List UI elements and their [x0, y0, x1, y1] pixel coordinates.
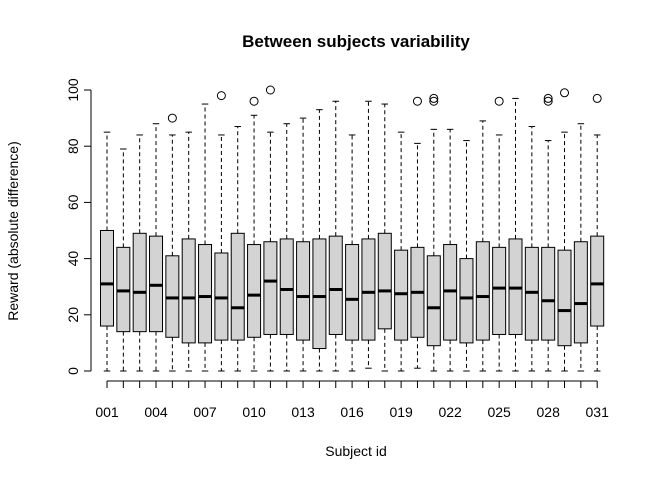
- box-subject-013: [296, 117, 311, 372]
- box-subject-014: [312, 109, 327, 372]
- outlier-point: [429, 93, 439, 103]
- x-tick-label: 013: [291, 404, 315, 420]
- outlier-point: [265, 85, 275, 95]
- box-subject-026: [508, 97, 523, 372]
- box-subject-002: [116, 148, 131, 372]
- x-tick-label: 025: [487, 404, 511, 420]
- box-subject-029: [557, 88, 572, 372]
- y-tick-label: 20: [65, 307, 81, 323]
- outlier-point: [592, 93, 602, 103]
- box-iqr: [573, 241, 588, 344]
- outlier-point: [543, 96, 553, 106]
- box-iqr: [198, 244, 213, 344]
- y-tick-label: 0: [65, 367, 81, 375]
- box-subject-018: [377, 103, 392, 372]
- box-series: [100, 85, 605, 372]
- box-iqr: [541, 246, 556, 341]
- x-tick-label: 022: [438, 404, 462, 420]
- box-iqr: [279, 238, 294, 335]
- y-tick-label: 100: [65, 78, 81, 102]
- outlier-point: [412, 96, 422, 106]
- box-subject-009: [230, 126, 245, 372]
- box-iqr: [100, 230, 114, 327]
- x-tick-label: 028: [537, 404, 561, 420]
- box-iqr: [377, 232, 392, 330]
- box-iqr: [328, 235, 343, 335]
- y-tick-label: 40: [65, 251, 81, 267]
- box-subject-024: [475, 120, 490, 372]
- outlier-point: [494, 96, 504, 106]
- box-subject-030: [573, 123, 588, 372]
- box-subject-008: [214, 91, 229, 372]
- x-axis: 001 004 007 010 013 016 019 022 025 028 031: [95, 380, 610, 420]
- box-iqr: [492, 246, 507, 335]
- box-subject-031: [590, 93, 605, 372]
- x-tick-label: 019: [389, 404, 413, 420]
- box-iqr: [296, 241, 311, 341]
- outlier-point: [216, 91, 226, 101]
- box-subject-017: [361, 100, 376, 369]
- box-iqr: [557, 249, 572, 347]
- outlier-point: [429, 96, 439, 106]
- box-subject-010: [247, 96, 262, 372]
- y-axis-label: Reward (absolute difference): [5, 141, 21, 321]
- box-subject-007: [198, 103, 213, 372]
- box-subject-028: [541, 93, 556, 372]
- box-iqr: [247, 244, 262, 338]
- box-subject-001: [100, 131, 114, 372]
- x-tick-label: 001: [95, 404, 119, 420]
- box-subject-006: [181, 131, 196, 372]
- x-tick-label: 007: [193, 404, 217, 420]
- box-subject-021: [426, 93, 441, 372]
- box-subject-005: [165, 113, 180, 372]
- box-iqr: [426, 255, 441, 347]
- x-tick-label: 016: [340, 404, 364, 420]
- chart-title: Between subjects variability: [242, 32, 470, 51]
- box-subject-016: [345, 134, 360, 372]
- box-iqr: [312, 238, 327, 350]
- box-iqr: [345, 244, 360, 341]
- x-tick-label: 004: [144, 404, 168, 420]
- box-subject-025: [492, 96, 507, 372]
- box-iqr: [361, 238, 376, 341]
- box-iqr: [590, 235, 605, 327]
- y-tick-label: 80: [65, 138, 81, 154]
- box-iqr: [263, 241, 278, 335]
- box-subject-022: [443, 128, 458, 372]
- box-subject-011: [263, 85, 278, 372]
- box-iqr: [475, 241, 490, 341]
- box-iqr: [230, 232, 245, 341]
- x-tick-label: 031: [586, 404, 610, 420]
- box-iqr: [459, 258, 474, 344]
- box-subject-020: [410, 96, 425, 369]
- outlier-point: [167, 113, 177, 123]
- box-subject-012: [279, 123, 294, 372]
- x-axis-label: Subject id: [325, 443, 386, 459]
- box-subject-003: [132, 134, 147, 372]
- outlier-point: [249, 96, 259, 106]
- box-subject-004: [149, 123, 164, 372]
- x-tick-label: 010: [242, 404, 266, 420]
- box-subject-027: [524, 126, 539, 372]
- box-subject-023: [459, 140, 474, 372]
- box-subject-019: [394, 131, 409, 372]
- outlier-point: [543, 93, 553, 103]
- y-axis: 0 20 40 60 80 100: [65, 78, 92, 375]
- box-subject-015: [328, 100, 343, 372]
- box-iqr: [181, 238, 196, 344]
- y-tick-label: 60: [65, 194, 81, 210]
- box-iqr: [132, 232, 147, 333]
- outlier-point: [560, 88, 570, 98]
